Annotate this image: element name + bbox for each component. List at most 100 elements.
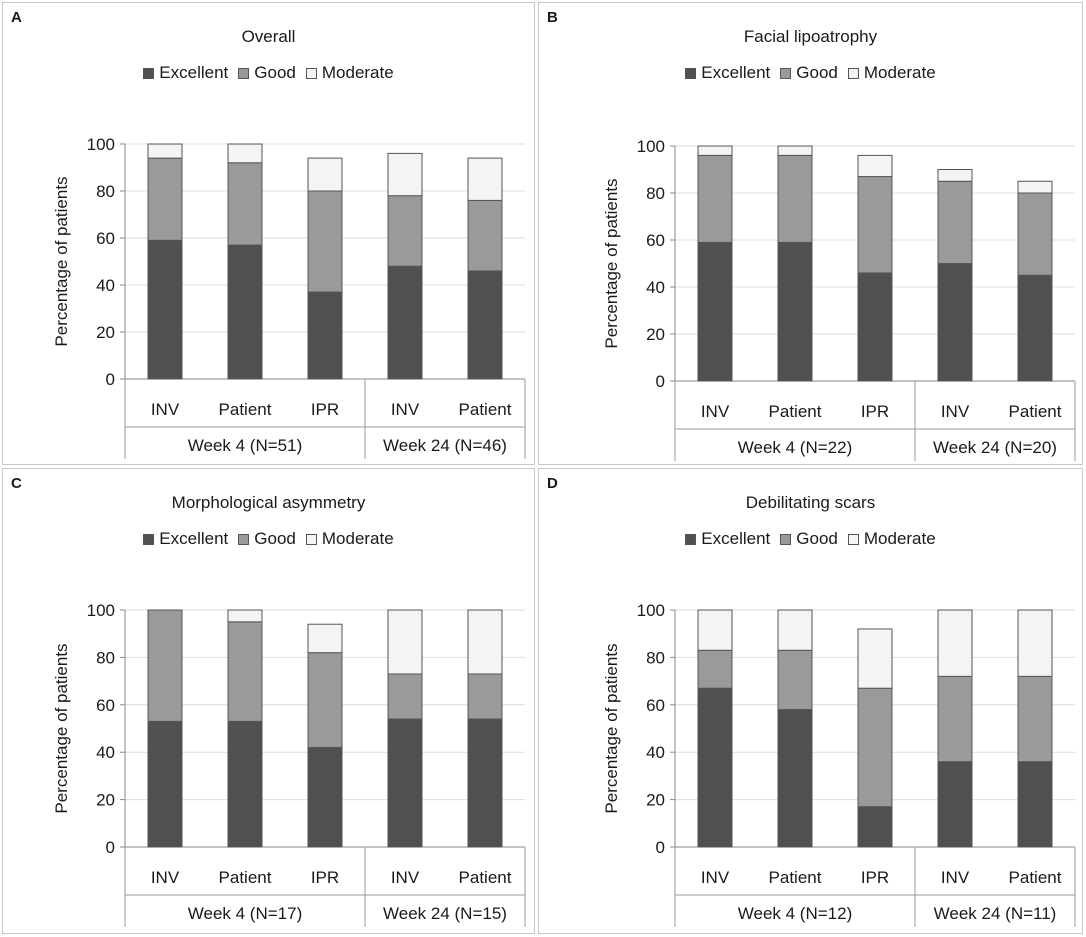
bar-segment-good bbox=[697, 154, 733, 243]
legend-swatch bbox=[305, 67, 317, 79]
bar-segment-excellent bbox=[387, 718, 423, 848]
legend-swatch bbox=[238, 67, 250, 79]
legend-label: Good bbox=[796, 529, 838, 548]
legend-item-excellent: Excellent bbox=[143, 63, 228, 83]
chart-panel-d: D Debilitating scars Excellent Good Moderate… bbox=[538, 468, 1083, 934]
chart-legend: Excellent Good Moderate bbox=[3, 63, 534, 83]
x-group-label: Week 24 (N=46) bbox=[383, 436, 507, 455]
x-category-label: INV bbox=[701, 402, 730, 421]
legend-item-good: Good bbox=[780, 63, 838, 83]
x-group-label: Week 24 (N=11) bbox=[934, 904, 1057, 923]
chart-legend: Excellent Good Moderate bbox=[539, 63, 1082, 83]
x-category-label: INV bbox=[391, 868, 420, 887]
y-tick-label: 40 bbox=[646, 743, 665, 762]
chart-title: Facial lipoatrophy bbox=[743, 27, 878, 46]
bar-segment-good bbox=[227, 162, 263, 246]
bar-segment-moderate bbox=[857, 154, 893, 178]
stacked-bar-chart: 0 20 40 60 80 100 Percentage of patients INV Pat… bbox=[602, 137, 1076, 461]
y-axis-label: Percentage of patients bbox=[602, 643, 621, 813]
x-category-label: Patient bbox=[219, 400, 272, 419]
x-category-label: IPR bbox=[861, 402, 889, 421]
chart-panel-a: A Overall Excellent Good Moderate 0 20 40 60 80 10… bbox=[2, 2, 535, 465]
bar-segment-good bbox=[387, 195, 423, 267]
x-category-label: INV bbox=[941, 868, 970, 887]
bar-segment-good bbox=[697, 649, 733, 689]
legend-label: Good bbox=[254, 529, 296, 548]
y-axis-label: Percentage of patients bbox=[602, 178, 621, 348]
legend-label: Excellent bbox=[701, 63, 771, 82]
legend-item-good: Good bbox=[238, 529, 296, 549]
legend-item-good: Good bbox=[780, 529, 838, 549]
bar-segment-moderate bbox=[697, 145, 733, 156]
chart-legend: Excellent Good Moderate bbox=[539, 529, 1082, 549]
bar-segment-excellent bbox=[777, 241, 813, 382]
x-category-label: INV bbox=[391, 400, 420, 419]
x-group-label: Week 4 (N=22) bbox=[738, 438, 852, 457]
bar-segment-excellent bbox=[857, 806, 893, 848]
bar-segment-excellent bbox=[777, 709, 813, 848]
bar-segment-good bbox=[857, 687, 893, 808]
y-tick-label: 100 bbox=[87, 135, 115, 154]
bar-segment-moderate bbox=[227, 609, 263, 623]
x-category-label: Patient bbox=[459, 868, 512, 887]
bar-segment-moderate bbox=[467, 609, 503, 675]
legend-item-excellent: Excellent bbox=[143, 529, 228, 549]
bar-segment-good bbox=[307, 190, 343, 293]
legend-item-good: Good bbox=[238, 63, 296, 83]
bar-segment-good bbox=[777, 154, 813, 243]
chart-panel-c: C Morphological asymmetry Excellent Good Mod… bbox=[2, 468, 535, 934]
y-tick-label: 40 bbox=[96, 743, 115, 762]
legend-item-moderate: Moderate bbox=[305, 529, 394, 549]
panel-letter: A bbox=[11, 9, 22, 26]
bar-segment-good bbox=[147, 609, 183, 722]
y-tick-label: 80 bbox=[96, 648, 115, 667]
x-category-label: INV bbox=[701, 868, 730, 887]
x-group-label: Week 24 (N=15) bbox=[383, 904, 507, 923]
y-tick-label: 100 bbox=[87, 601, 115, 620]
y-tick-label: 0 bbox=[656, 838, 665, 857]
legend-swatch bbox=[238, 533, 250, 545]
chart-title: Morphological asymmetry bbox=[171, 493, 366, 512]
bar-segment-moderate bbox=[147, 143, 183, 159]
bar-segment-moderate bbox=[857, 628, 893, 689]
bar-segment-excellent bbox=[227, 244, 263, 380]
legend-swatch bbox=[685, 533, 697, 545]
y-axis-label: Percentage of patients bbox=[52, 643, 71, 813]
chart-title: Overall bbox=[241, 27, 296, 46]
bar-segment-good bbox=[857, 176, 893, 274]
legend-item-moderate: Moderate bbox=[305, 63, 394, 83]
legend-label: Moderate bbox=[863, 63, 936, 82]
bar-segment-good bbox=[147, 157, 183, 241]
bar-segment-moderate bbox=[307, 623, 343, 654]
legend-label: Excellent bbox=[159, 63, 229, 82]
stacked-bar-chart: 0 20 40 60 80 100 Percentage of patients INV Pat… bbox=[602, 601, 1076, 927]
bar-segment-excellent bbox=[467, 270, 503, 380]
legend-swatch bbox=[305, 533, 317, 545]
legend-item-moderate: Moderate bbox=[847, 63, 936, 83]
y-tick-label: 40 bbox=[646, 278, 665, 297]
x-group-label: Week 4 (N=17) bbox=[188, 904, 302, 923]
x-group-label: Week 4 (N=51) bbox=[188, 436, 302, 455]
bar-segment-moderate bbox=[777, 145, 813, 156]
bar-segment-moderate bbox=[1017, 180, 1053, 194]
y-tick-label: 100 bbox=[637, 601, 665, 620]
bar-segment-moderate bbox=[467, 157, 503, 201]
x-category-label: Patient bbox=[219, 868, 272, 887]
y-tick-label: 80 bbox=[646, 648, 665, 667]
bar-segment-excellent bbox=[467, 718, 503, 848]
legend-swatch bbox=[780, 67, 792, 79]
bar-segment-excellent bbox=[387, 265, 423, 380]
y-tick-label: 0 bbox=[106, 370, 115, 389]
chart-panel-b: B Facial lipoatrophy Excellent Good Moderate… bbox=[538, 2, 1083, 465]
legend-label: Moderate bbox=[321, 63, 394, 82]
y-tick-label: 60 bbox=[646, 696, 665, 715]
y-tick-label: 0 bbox=[106, 838, 115, 857]
x-category-label: INV bbox=[151, 400, 180, 419]
y-tick-label: 40 bbox=[96, 276, 115, 295]
bar-segment-good bbox=[227, 621, 263, 722]
bar-segment-excellent bbox=[227, 720, 263, 848]
x-category-label: IPR bbox=[311, 868, 339, 887]
bar-segment-excellent bbox=[147, 239, 183, 380]
bar-segment-moderate bbox=[937, 609, 973, 677]
